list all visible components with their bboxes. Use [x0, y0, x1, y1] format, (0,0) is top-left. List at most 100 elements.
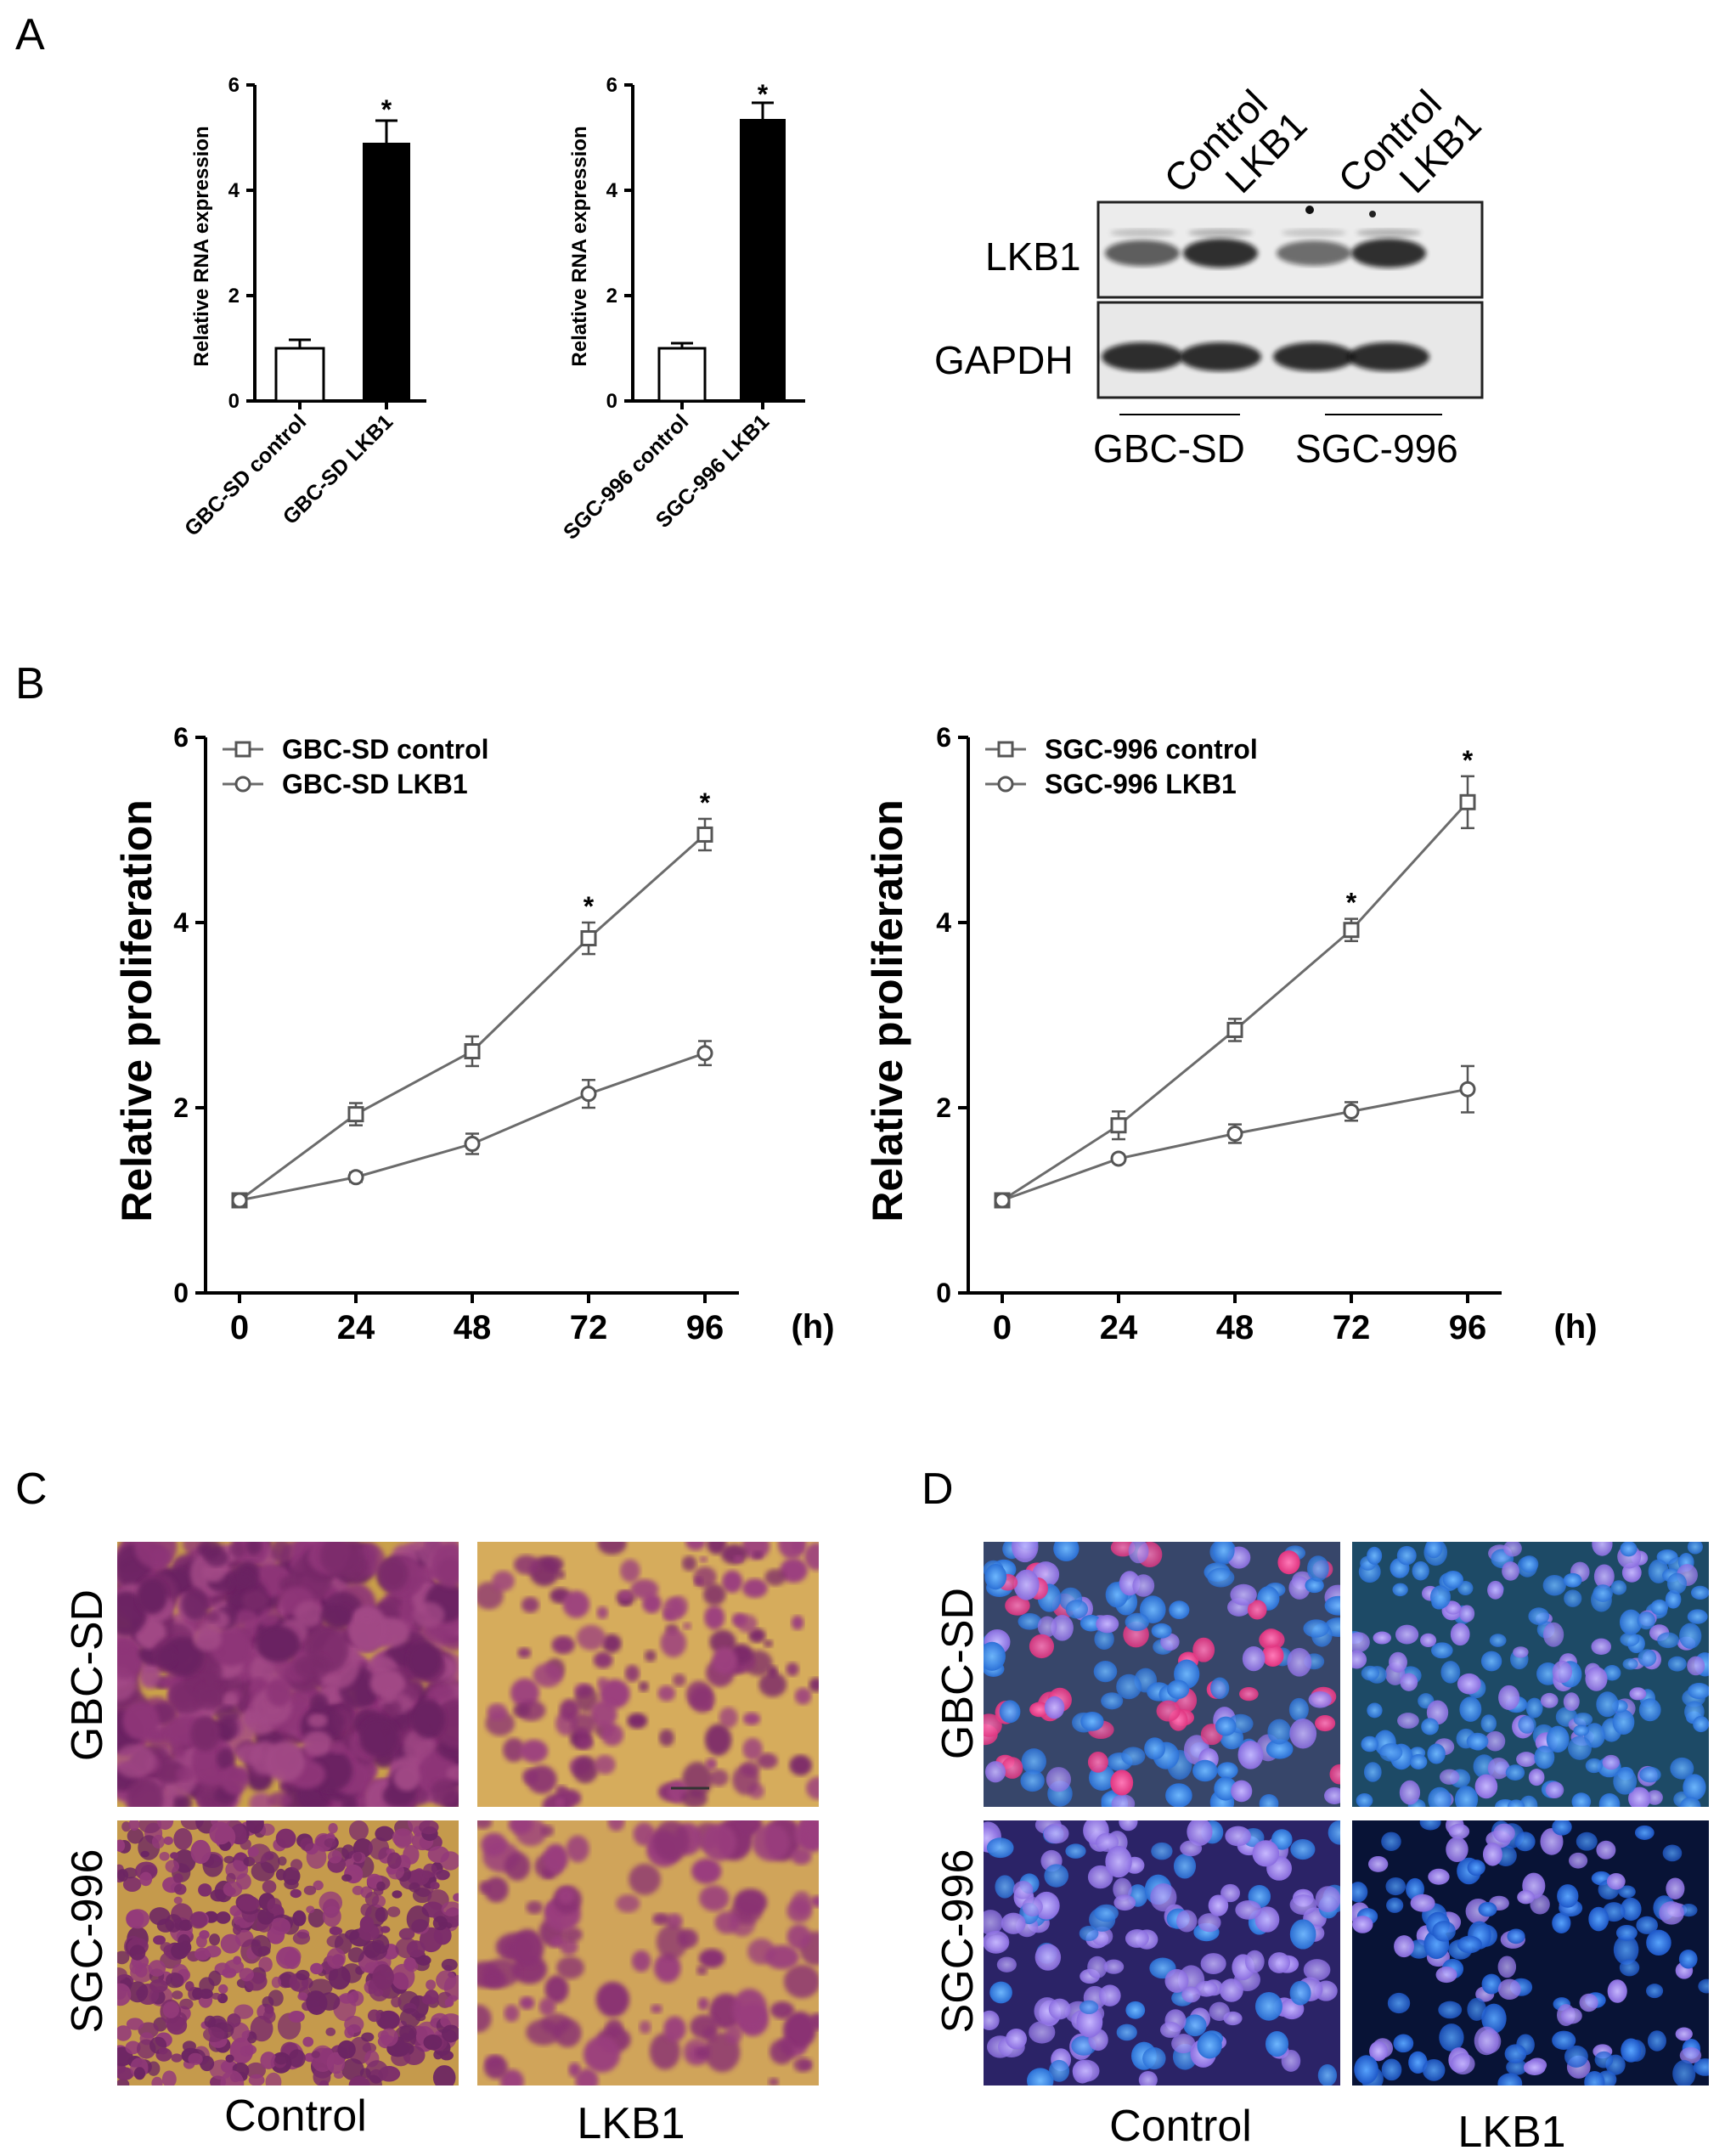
y-tick-label: 2: [606, 285, 617, 308]
data-point-square: [580, 930, 597, 947]
cell: [198, 1883, 212, 1897]
cell: [1507, 1799, 1525, 1807]
legend: GBC-SD control GBC-SD LKB1: [223, 734, 489, 799]
cell: [216, 1748, 235, 1770]
data-point-circle: [231, 1192, 248, 1209]
cell: [1254, 1991, 1282, 2021]
cell: [121, 1821, 131, 1832]
cell: [1399, 1780, 1421, 1805]
cell: [639, 2020, 651, 2035]
y-tick-label: 6: [228, 74, 240, 97]
cell: [282, 1866, 301, 1886]
blot-band-gapdh: [1102, 342, 1183, 371]
cell: [1125, 1929, 1149, 1948]
cell: [1103, 1959, 1125, 1974]
cell: [1260, 1628, 1282, 1648]
cell: [129, 1944, 146, 1961]
cell: [1487, 1758, 1510, 1780]
data-point-square: [1459, 793, 1476, 810]
cell: [1268, 1952, 1291, 1973]
cell: [984, 1564, 1007, 1590]
cell: [1647, 2030, 1666, 2052]
cell: [441, 1901, 459, 1916]
cell: [1591, 1638, 1612, 1656]
cell: [1164, 1968, 1189, 1993]
cell: [275, 1946, 300, 1969]
cell: [1457, 1673, 1481, 1695]
column-label-lkb1: LKB1: [577, 2099, 685, 2148]
cell: [151, 1834, 165, 1849]
cell: [259, 1607, 279, 1628]
cell: [1675, 2027, 1693, 2041]
y-tick-label: 2: [173, 1092, 189, 1123]
cell: [194, 1683, 223, 1711]
cell: [1540, 1692, 1559, 1708]
blot-row-label-gapdh: GAPDH: [934, 338, 1074, 382]
cell: [596, 1677, 609, 1690]
cell: [168, 1679, 207, 1714]
cell: [576, 1624, 606, 1651]
cell: [1180, 1840, 1203, 1857]
cell: [1480, 1651, 1502, 1672]
cell: [566, 1835, 589, 1863]
cell: [173, 1828, 193, 1850]
cell: [704, 1605, 725, 1630]
cell: [1231, 1780, 1253, 1803]
x-axis-unit: (h): [1553, 1308, 1597, 1346]
cell: [733, 1555, 743, 1563]
cell: [1442, 1571, 1463, 1589]
cell: [504, 1852, 531, 1881]
cell: [1410, 1894, 1435, 1912]
data-point-circle: [696, 1045, 713, 1062]
cell: [1506, 2058, 1528, 2075]
cell: [1552, 1820, 1572, 1836]
cell: [503, 1737, 526, 1763]
cell: [173, 1896, 183, 1905]
cell: [1216, 1762, 1238, 1779]
cell: [714, 1911, 740, 1934]
cell: [448, 1995, 458, 2002]
cell: [158, 2047, 168, 2055]
cell: [1198, 1913, 1221, 1933]
cell: [221, 1765, 249, 1795]
cell: [1044, 1696, 1065, 1719]
cell: [1200, 1953, 1226, 1974]
cell: [181, 1588, 209, 1621]
cell: [1439, 2023, 1464, 2052]
cell: [1043, 1823, 1069, 1844]
cell: [1288, 1576, 1311, 1600]
cell: [202, 2027, 225, 2042]
cell: [657, 1685, 676, 1702]
cell: [681, 1555, 697, 1572]
cell: [117, 1869, 129, 1882]
cell: [1428, 1868, 1450, 1885]
data-point-square: [1110, 1117, 1127, 1134]
cell: [1065, 1600, 1089, 1619]
cell: [1237, 1741, 1264, 1769]
column-label-lkb1: LKB1: [1457, 2108, 1565, 2156]
cell: [380, 2028, 398, 2047]
cell: [1220, 1883, 1240, 1903]
cell: [810, 1895, 819, 1908]
cell: [201, 1792, 218, 1807]
cell: [344, 1929, 360, 1940]
cell: [397, 1990, 420, 2013]
cell: [780, 1558, 808, 1583]
cell: [1528, 1607, 1550, 1625]
cell: [540, 1825, 555, 1837]
cell: [1552, 1912, 1571, 1933]
cell: [407, 1641, 442, 1679]
cell: [122, 1877, 142, 1893]
cell: [533, 1662, 563, 1688]
cell: [128, 1820, 140, 1831]
cell: [1192, 1637, 1215, 1662]
cell: [1485, 1730, 1506, 1752]
cell: [697, 1997, 709, 2011]
cell: [1400, 1673, 1418, 1691]
cell: [190, 1839, 211, 1865]
x-tick-label: 24: [1100, 1309, 1138, 1346]
cell: [526, 1900, 544, 1915]
cell: [239, 1967, 254, 1982]
